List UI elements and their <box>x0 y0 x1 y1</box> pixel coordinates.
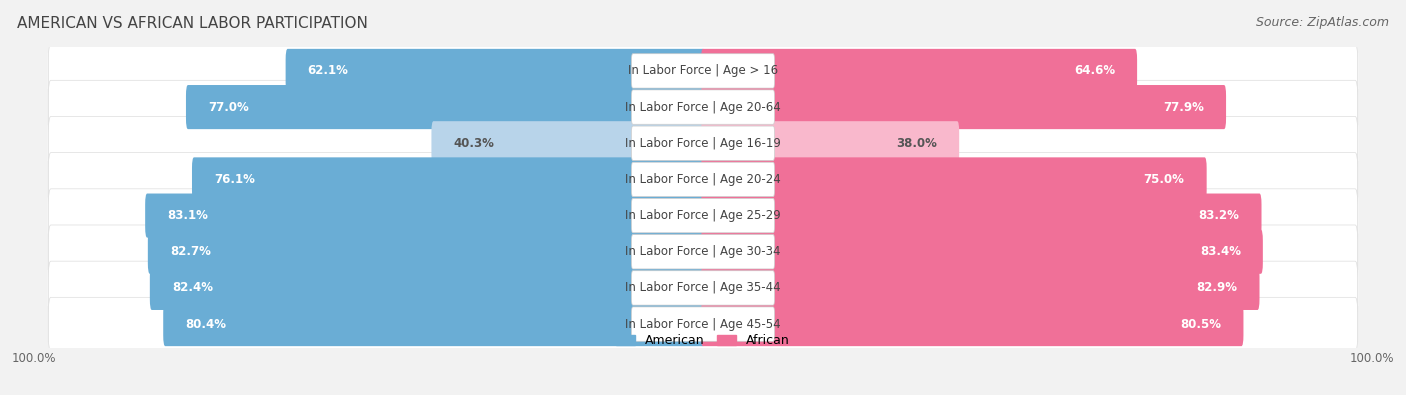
FancyBboxPatch shape <box>48 198 1358 234</box>
FancyBboxPatch shape <box>702 121 959 166</box>
FancyBboxPatch shape <box>631 198 775 233</box>
FancyBboxPatch shape <box>48 89 1358 125</box>
FancyBboxPatch shape <box>48 161 1358 198</box>
Legend: American, African: American, African <box>616 334 790 347</box>
Text: 80.5%: 80.5% <box>1181 318 1222 331</box>
FancyBboxPatch shape <box>702 85 1226 129</box>
FancyBboxPatch shape <box>702 302 1243 346</box>
Text: 64.6%: 64.6% <box>1074 64 1115 77</box>
Text: 77.0%: 77.0% <box>208 101 249 114</box>
Text: 82.7%: 82.7% <box>170 245 211 258</box>
FancyBboxPatch shape <box>631 271 775 305</box>
FancyBboxPatch shape <box>702 229 1263 274</box>
FancyBboxPatch shape <box>48 261 1358 315</box>
Text: In Labor Force | Age 30-34: In Labor Force | Age 30-34 <box>626 245 780 258</box>
Text: 40.3%: 40.3% <box>454 137 495 150</box>
Text: 76.1%: 76.1% <box>214 173 254 186</box>
FancyBboxPatch shape <box>186 85 704 129</box>
FancyBboxPatch shape <box>48 225 1358 278</box>
Text: 80.4%: 80.4% <box>186 318 226 331</box>
FancyBboxPatch shape <box>193 157 704 201</box>
FancyBboxPatch shape <box>702 266 1260 310</box>
Text: 83.1%: 83.1% <box>167 209 208 222</box>
FancyBboxPatch shape <box>702 49 1137 93</box>
Text: 77.9%: 77.9% <box>1163 101 1204 114</box>
Text: In Labor Force | Age 20-64: In Labor Force | Age 20-64 <box>626 101 780 114</box>
FancyBboxPatch shape <box>48 53 1358 89</box>
FancyBboxPatch shape <box>702 194 1261 238</box>
FancyBboxPatch shape <box>702 157 1206 201</box>
Text: 83.2%: 83.2% <box>1198 209 1240 222</box>
Text: Source: ZipAtlas.com: Source: ZipAtlas.com <box>1256 16 1389 29</box>
FancyBboxPatch shape <box>145 194 704 238</box>
FancyBboxPatch shape <box>48 297 1358 351</box>
FancyBboxPatch shape <box>48 125 1358 161</box>
FancyBboxPatch shape <box>48 117 1358 170</box>
Text: In Labor Force | Age > 16: In Labor Force | Age > 16 <box>628 64 778 77</box>
FancyBboxPatch shape <box>48 189 1358 243</box>
FancyBboxPatch shape <box>163 302 704 346</box>
FancyBboxPatch shape <box>432 121 704 166</box>
Text: 75.0%: 75.0% <box>1143 173 1185 186</box>
FancyBboxPatch shape <box>285 49 704 93</box>
FancyBboxPatch shape <box>148 229 704 274</box>
Text: 82.9%: 82.9% <box>1197 281 1237 294</box>
FancyBboxPatch shape <box>48 270 1358 306</box>
FancyBboxPatch shape <box>48 306 1358 342</box>
FancyBboxPatch shape <box>48 152 1358 206</box>
FancyBboxPatch shape <box>631 126 775 160</box>
Text: AMERICAN VS AFRICAN LABOR PARTICIPATION: AMERICAN VS AFRICAN LABOR PARTICIPATION <box>17 16 368 31</box>
FancyBboxPatch shape <box>631 54 775 88</box>
FancyBboxPatch shape <box>48 44 1358 98</box>
Text: In Labor Force | Age 45-54: In Labor Force | Age 45-54 <box>626 318 780 331</box>
FancyBboxPatch shape <box>48 80 1358 134</box>
FancyBboxPatch shape <box>631 307 775 341</box>
Text: 83.4%: 83.4% <box>1199 245 1240 258</box>
Text: In Labor Force | Age 20-24: In Labor Force | Age 20-24 <box>626 173 780 186</box>
Text: 82.4%: 82.4% <box>172 281 212 294</box>
FancyBboxPatch shape <box>631 235 775 269</box>
FancyBboxPatch shape <box>150 266 704 310</box>
Text: 62.1%: 62.1% <box>308 64 349 77</box>
Text: In Labor Force | Age 16-19: In Labor Force | Age 16-19 <box>626 137 780 150</box>
Text: 38.0%: 38.0% <box>896 137 938 150</box>
FancyBboxPatch shape <box>631 90 775 124</box>
Text: In Labor Force | Age 25-29: In Labor Force | Age 25-29 <box>626 209 780 222</box>
FancyBboxPatch shape <box>48 234 1358 270</box>
Text: In Labor Force | Age 35-44: In Labor Force | Age 35-44 <box>626 281 780 294</box>
FancyBboxPatch shape <box>631 162 775 197</box>
